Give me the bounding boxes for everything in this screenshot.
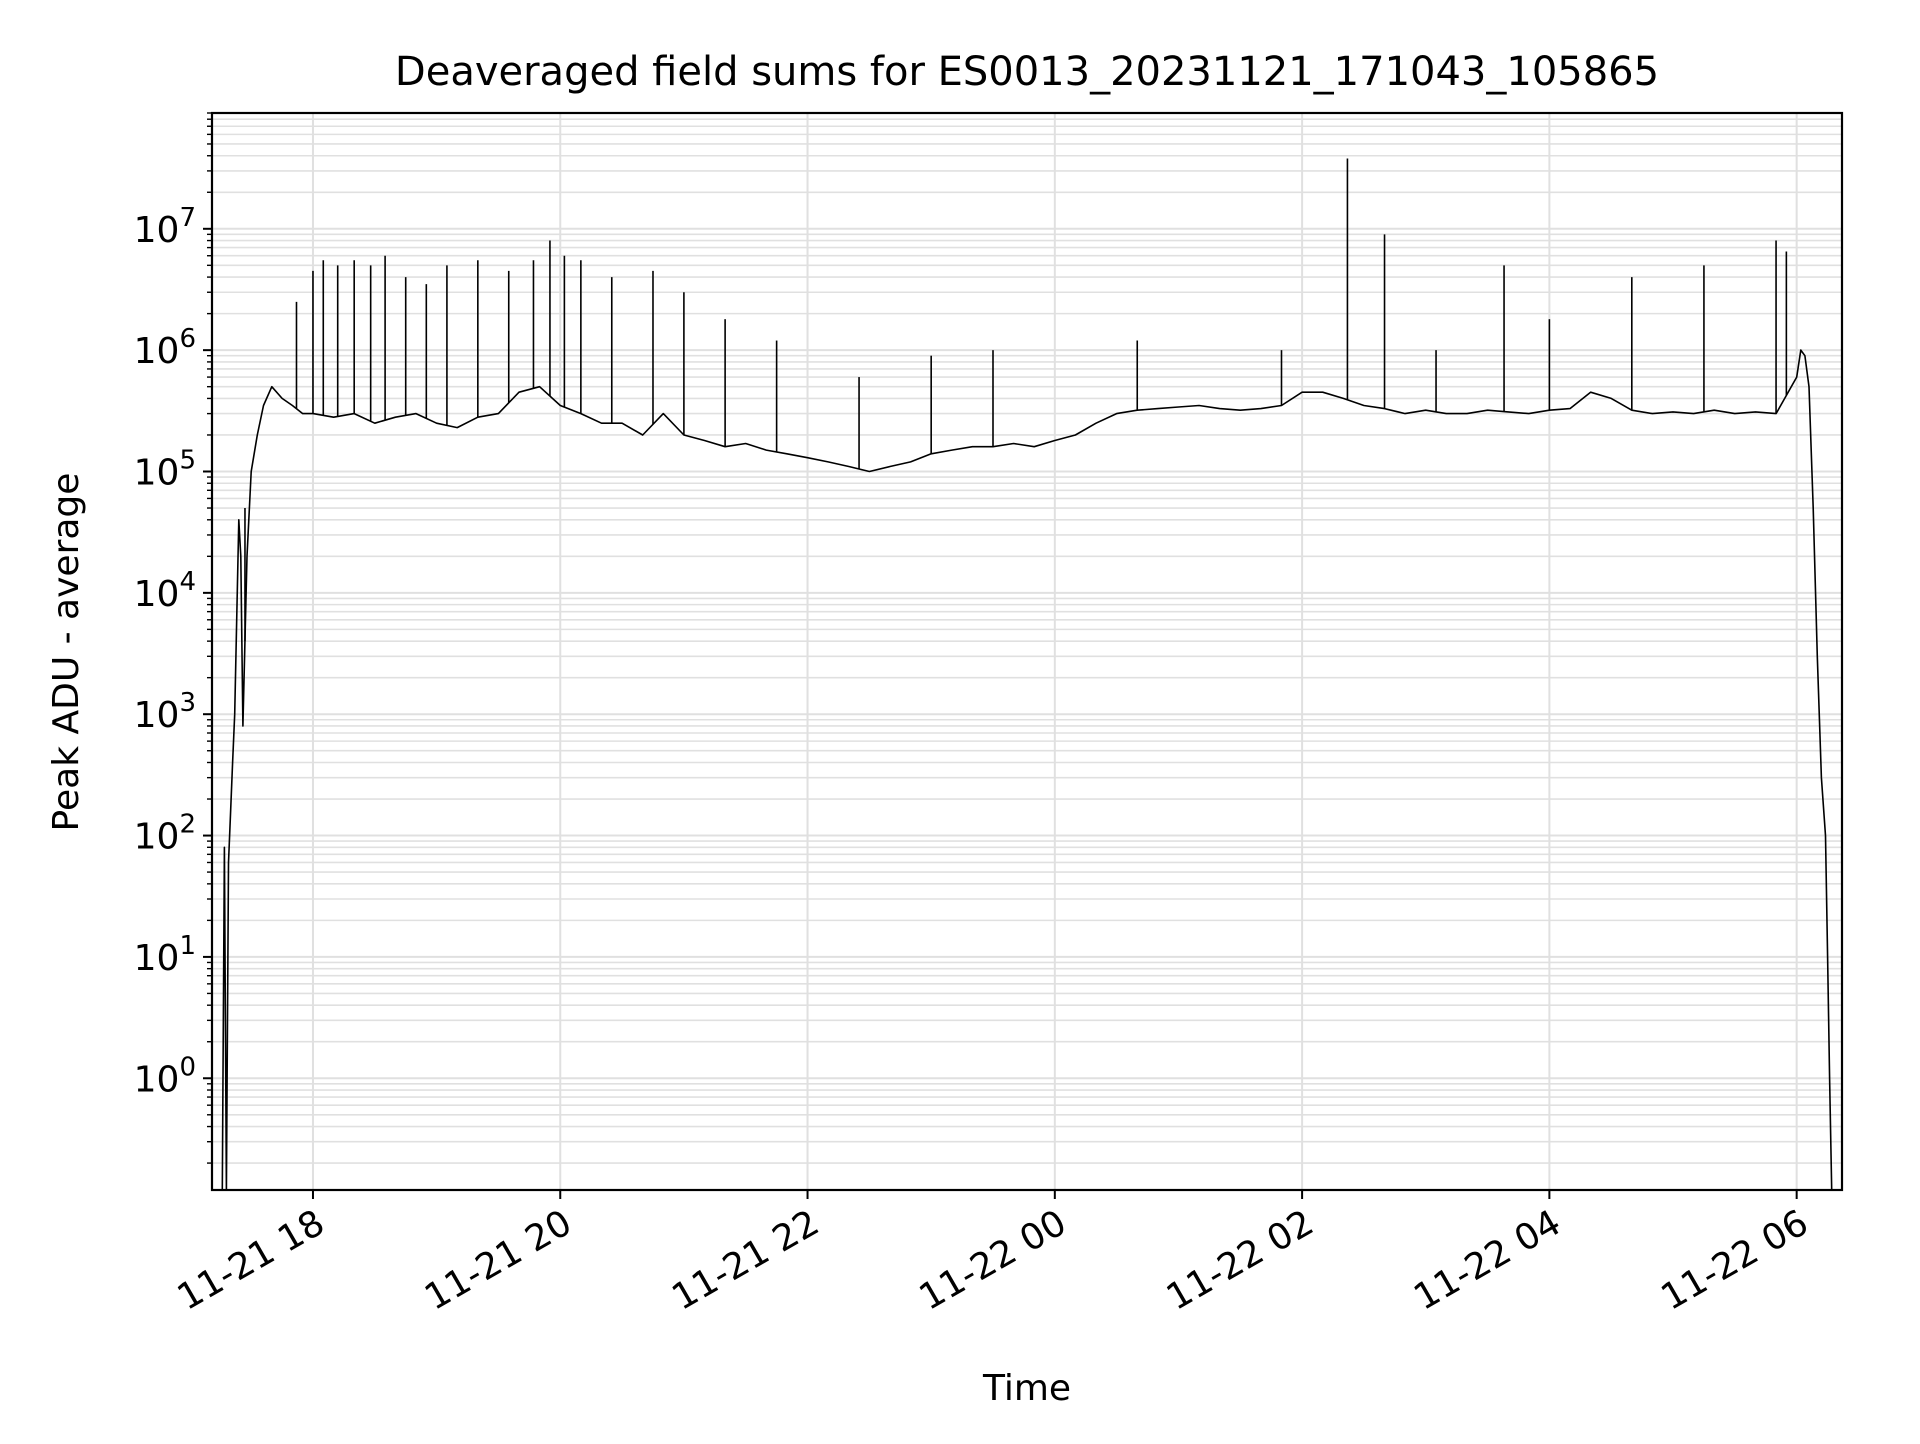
plot-area bbox=[221, 158, 1833, 1190]
y-axis-label: Peak ADU - average bbox=[46, 473, 87, 832]
series-line bbox=[221, 349, 1833, 1190]
y-tick-label: 105 bbox=[134, 446, 196, 494]
axes-frame bbox=[210, 111, 1844, 1192]
x-axis-label: Time bbox=[982, 1368, 1071, 1409]
y-tick-label: 100 bbox=[134, 1052, 196, 1100]
y-tick-label: 107 bbox=[134, 203, 196, 251]
y-tick-label: 101 bbox=[134, 931, 196, 979]
series-group bbox=[221, 158, 1833, 1190]
y-tick-label: 102 bbox=[134, 810, 196, 858]
y-tick-label: 106 bbox=[134, 324, 196, 372]
chart-title: Deaveraged field sums for ES0013_2023112… bbox=[395, 49, 1659, 95]
y-tick-label: 103 bbox=[134, 688, 196, 736]
y-tick-label: 104 bbox=[134, 567, 196, 615]
